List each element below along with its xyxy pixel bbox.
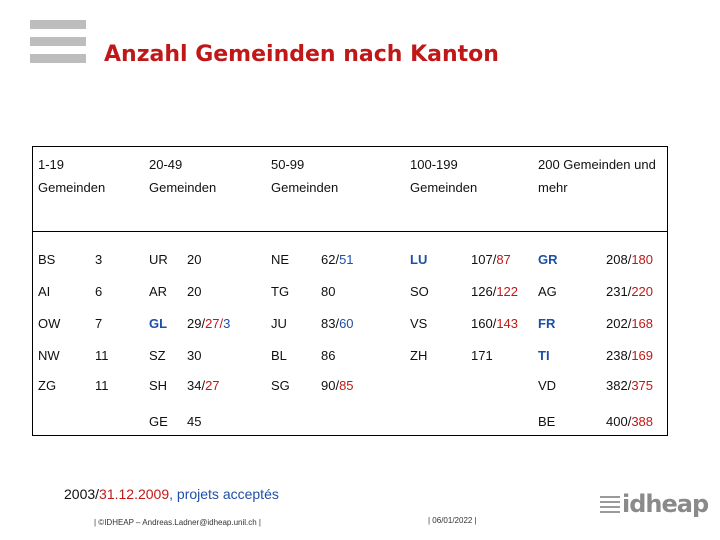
canton-code: BS	[38, 252, 56, 267]
header-col1-line1: 1-19	[38, 157, 65, 172]
canton-code: GL	[149, 316, 168, 331]
canton-value: 6	[95, 284, 103, 299]
header-divider	[33, 231, 667, 232]
canton-code: SG	[271, 378, 290, 393]
canton-code: ZG	[38, 378, 57, 393]
header-col4-line1: 100-199	[410, 157, 458, 172]
canton-value: 382/375	[606, 378, 654, 393]
canton-code: SH	[149, 378, 168, 393]
canton-code: AI	[38, 284, 51, 299]
idheap-logo-lines	[600, 496, 620, 516]
canton-code: OW	[38, 316, 61, 331]
idheap-logo-text: idheap	[622, 490, 709, 518]
canton-code: GE	[149, 414, 168, 429]
canton-code: AG	[538, 284, 557, 299]
canton-value: 11	[95, 378, 109, 393]
header-col1-line2: Gemeinden	[38, 180, 106, 195]
header-col2-line1: 20-49	[149, 157, 183, 172]
canton-value: 126/122	[471, 284, 519, 299]
header-col3-line2: Gemeinden	[271, 180, 339, 195]
header-logo-bars	[30, 20, 86, 71]
canton-code: VS	[410, 316, 428, 331]
slide-title: Anzahl Gemeinden nach Kanton	[104, 42, 499, 67]
canton-value: 29/27/3	[187, 316, 231, 331]
canton-code: BE	[538, 414, 556, 429]
canton-value: 83/60	[321, 316, 354, 331]
canton-code: BL	[271, 348, 287, 363]
canton-value: 231/220	[606, 284, 654, 299]
canton-value: 45	[187, 414, 202, 429]
canton-value: 62/51	[321, 252, 354, 267]
canton-code: GR	[538, 252, 558, 267]
logo-bar	[30, 20, 86, 29]
logo-bar	[30, 37, 86, 46]
canton-code: TG	[271, 284, 290, 299]
canton-value: 7	[95, 316, 103, 331]
canton-value: 80	[321, 284, 336, 299]
footer-year-note: 2003/31.12.2009, projets acceptés	[64, 486, 279, 502]
header-col5-line1: 200 Gemeinden und	[538, 157, 656, 172]
canton-value: 11	[95, 348, 109, 363]
canton-value: 238/169	[606, 348, 654, 363]
canton-value: 202/168	[606, 316, 654, 331]
canton-value: 208/180	[606, 252, 654, 267]
canton-code: TI	[538, 348, 550, 363]
canton-code: UR	[149, 252, 168, 267]
header-col5-line2: mehr	[538, 180, 568, 195]
canton-value: 400/388	[606, 414, 654, 429]
canton-value: 90/85	[321, 378, 354, 393]
header-col3-line1: 50-99	[271, 157, 305, 172]
canton-value: 20	[187, 284, 202, 299]
canton-value: 160/143	[471, 316, 519, 331]
canton-table: 1-19 Gemeinden 20-49 Gemeinden 50-99 Gem…	[32, 146, 668, 436]
canton-code: AR	[149, 284, 168, 299]
canton-value: 34/27	[187, 378, 220, 393]
canton-value: 20	[187, 252, 202, 267]
canton-code: ZH	[410, 348, 428, 363]
canton-code: SZ	[149, 348, 166, 363]
header-col2-line2: Gemeinden	[149, 180, 217, 195]
canton-code: NE	[271, 252, 290, 267]
canton-value: 86	[321, 348, 336, 363]
canton-code: NW	[38, 348, 60, 363]
canton-code: JU	[271, 316, 287, 331]
header-col4-line2: Gemeinden	[410, 180, 478, 195]
canton-value: 107/87	[471, 252, 511, 267]
canton-code: VD	[538, 378, 557, 393]
canton-code: SO	[410, 284, 429, 299]
canton-value: 30	[187, 348, 202, 363]
logo-bar	[30, 54, 86, 63]
canton-value: 171	[471, 348, 493, 363]
footer-date: | 06/01/2022 |	[428, 516, 477, 525]
canton-code: LU	[410, 252, 428, 267]
footer-copyright: | ©IDHEAP – Andreas.Ladner@idheap.unil.c…	[94, 518, 262, 527]
canton-code: FR	[538, 316, 556, 331]
canton-value: 3	[95, 252, 103, 267]
idheap-logo: idheap	[600, 490, 709, 520]
